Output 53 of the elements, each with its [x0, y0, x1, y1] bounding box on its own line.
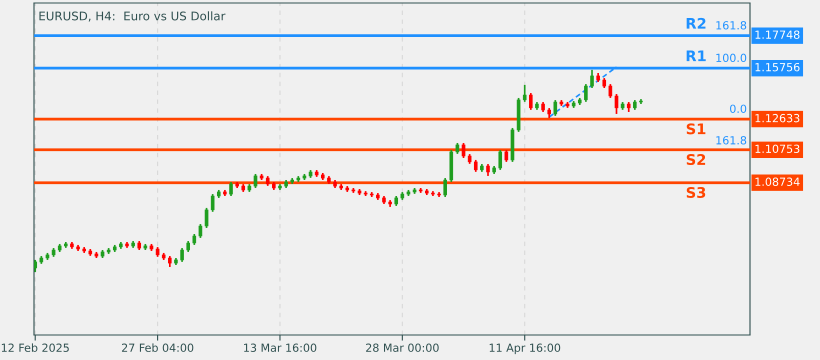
ref-line-label: 1.17748 [756, 30, 800, 39]
ref-line-label: 1.08734 [756, 178, 800, 186]
candlestick [34, 259, 38, 273]
candlestick [254, 173, 258, 189]
annotation: 100.0 [716, 54, 746, 62]
candlestick [229, 181, 233, 197]
annotation: S1 [686, 123, 706, 134]
annotation: 161.8 [716, 21, 746, 30]
candlestick [266, 175, 270, 187]
ref-line-label: 1.12633 [756, 114, 800, 122]
ref-line-label: 1.10753 [756, 144, 800, 154]
x-tick-label: 27 Feb 04:00 [122, 343, 194, 352]
annotation: S2 [686, 154, 706, 166]
candlestick [486, 163, 490, 177]
candlestick [547, 107, 551, 119]
x-tick-label: 28 Mar 00:00 [366, 344, 439, 352]
candlestick [529, 92, 533, 111]
candlestick [462, 142, 466, 159]
candlestick [553, 99, 558, 117]
candlestick [474, 159, 478, 173]
candlestick [498, 149, 502, 171]
candlestick [156, 246, 160, 258]
candlestick [541, 101, 545, 113]
candlestick [522, 84, 527, 103]
candlestick [198, 223, 202, 239]
candlestick [204, 207, 208, 229]
candlestick [633, 99, 637, 111]
candlestick [456, 142, 460, 155]
x-tick-label: 13 Mar 16:00 [244, 344, 316, 352]
candlestick [608, 83, 612, 99]
candlestick [590, 69, 594, 89]
candlestick [192, 233, 196, 246]
annotation: R1 [686, 50, 706, 62]
candlestick [584, 83, 588, 103]
candlestick [626, 101, 631, 113]
text: EURUSD, H4: Euro vs US Dollar [39, 11, 226, 22]
x-tick-label: 11 Apr 16:00 [490, 344, 560, 354]
candlestick [504, 149, 508, 163]
candlestick [186, 240, 190, 253]
candlestick [443, 177, 447, 198]
candlestick [614, 93, 618, 115]
candlestick [210, 193, 214, 213]
annotation: R2 [686, 18, 706, 29]
candlestick [394, 195, 398, 207]
ref-line-label: 1.15756 [756, 62, 800, 72]
annotation: S3 [686, 186, 706, 198]
x-tick-label: 12 Feb 2025 [2, 343, 69, 352]
candlestick [168, 255, 172, 268]
candlestick [468, 153, 472, 165]
candlestick [180, 247, 184, 263]
annotation: 0.0 [730, 104, 746, 113]
annotation: 161.8 [716, 136, 746, 145]
candlestick [602, 77, 606, 89]
